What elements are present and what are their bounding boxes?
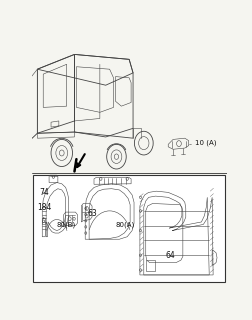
Text: 63: 63	[87, 209, 97, 218]
Text: 74: 74	[39, 188, 49, 197]
Text: 184: 184	[37, 203, 52, 219]
Text: 10 (A): 10 (A)	[195, 140, 216, 146]
Text: 80(B): 80(B)	[56, 221, 75, 228]
Text: 80(A): 80(A)	[115, 221, 135, 228]
Text: 64: 64	[165, 251, 175, 260]
Bar	[34, 175, 225, 282]
